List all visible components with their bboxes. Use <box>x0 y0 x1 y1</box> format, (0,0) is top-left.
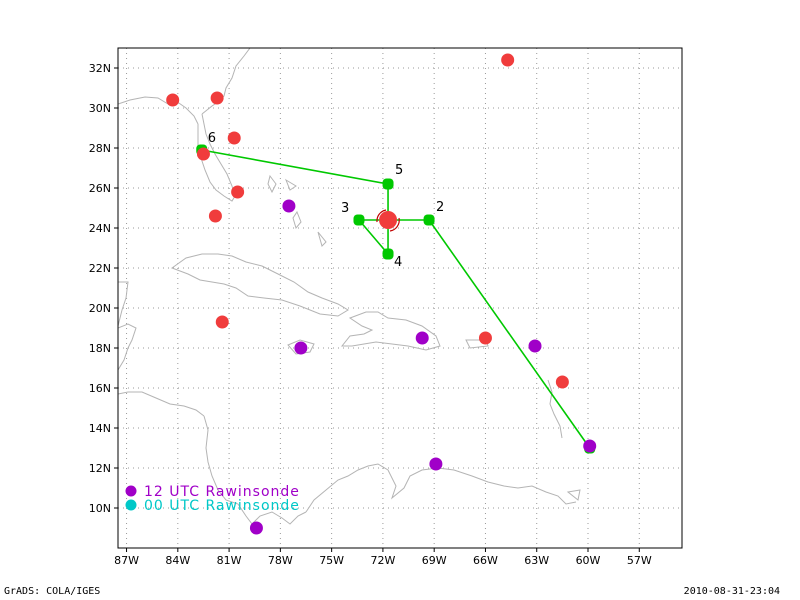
center-ring <box>389 217 400 232</box>
coast-bahamas-4 <box>317 231 327 247</box>
station-marker-12utc <box>282 199 296 213</box>
stations <box>166 53 597 535</box>
track-point-label: 5 <box>395 163 403 178</box>
track-point <box>423 214 435 226</box>
coast-jamaica <box>287 339 315 355</box>
coast-bahamas-2 <box>284 178 297 191</box>
x-tick-label: 72W <box>370 554 395 567</box>
track-lines: 2 3 4 5 6 <box>196 131 596 454</box>
coast-hispaniola <box>340 311 441 351</box>
axis-ticks: 87W 84W 81W 78W 75W 72W 69W 66W 63W 60W 57W 10N 12N 1… <box>89 62 652 567</box>
track-point-label: 2 <box>436 200 444 215</box>
x-tick-label: 78W <box>268 554 293 567</box>
x-tick-label: 84W <box>165 554 190 567</box>
coast-cuba <box>170 253 349 317</box>
x-tick-label: 57W <box>627 554 652 567</box>
legend-marker <box>125 485 137 497</box>
center-marker <box>379 211 398 229</box>
legend-label: 12 UTC Rawinsonde <box>144 484 300 500</box>
track-segment <box>201 149 389 185</box>
coast-south-america <box>305 463 577 513</box>
coast-bahamas-1 <box>267 174 277 194</box>
x-tick-label: 87W <box>114 554 139 567</box>
station-marker-red <box>501 53 515 67</box>
station-marker-red <box>227 131 241 145</box>
station-marker-red <box>210 91 224 105</box>
x-tick-label: 75W <box>319 554 344 567</box>
station-marker-12utc <box>528 339 542 353</box>
track-point-label: 4 <box>394 255 402 270</box>
plot-frame <box>117 47 683 549</box>
station-marker-red <box>208 209 222 223</box>
station-marker-12utc <box>415 331 429 345</box>
station-marker-red <box>231 185 245 199</box>
y-tick-label: 22N <box>89 262 111 275</box>
y-tick-label: 10N <box>89 502 111 515</box>
station-marker-12utc <box>429 457 443 471</box>
track-point <box>353 214 365 226</box>
coast-yucatan <box>118 323 137 371</box>
footer-timestamp: 2010-08-31-23:04 <box>683 586 780 597</box>
station-marker-red <box>166 93 180 107</box>
track-point-label: 6 <box>208 131 216 146</box>
x-tick-label: 81W <box>217 554 242 567</box>
coast-us-east <box>201 48 251 115</box>
grid-lines <box>118 48 682 548</box>
coast-nicaragua <box>203 415 253 525</box>
coast-central-america <box>118 281 129 327</box>
track-point <box>382 178 394 190</box>
y-tick-label: 28N <box>89 142 111 155</box>
x-tick-label: 63W <box>524 554 549 567</box>
y-tick-label: 20N <box>89 302 111 315</box>
y-tick-label: 14N <box>89 422 111 435</box>
coast-honduras <box>118 391 205 417</box>
station-marker-red <box>555 375 569 389</box>
coast-panama <box>251 511 307 525</box>
x-tick-label: 60W <box>576 554 601 567</box>
y-tick-label: 18N <box>89 342 111 355</box>
track-point <box>382 248 394 260</box>
x-tick-label: 69W <box>422 554 447 567</box>
station-marker-red <box>478 331 492 345</box>
coast-trinidad <box>566 489 581 501</box>
y-tick-label: 12N <box>89 462 111 475</box>
track-segment <box>358 219 389 255</box>
station-marker-red <box>196 147 210 161</box>
station-marker-12utc <box>249 521 263 535</box>
y-tick-label: 26N <box>89 182 111 195</box>
legend-label: 00 UTC Rawinsonde <box>144 498 300 514</box>
track-point-label: 3 <box>341 201 349 216</box>
legend-marker <box>125 499 137 511</box>
y-tick-label: 24N <box>89 222 111 235</box>
footer-credit: GrADS: COLA/IGES <box>4 586 101 597</box>
track-segment <box>428 219 591 449</box>
coast-bahamas-3 <box>292 210 302 230</box>
station-marker-red <box>215 315 229 329</box>
center-ring <box>376 209 387 223</box>
coast-gulf <box>118 96 199 125</box>
coast-antilles <box>547 379 563 439</box>
y-tick-label: 32N <box>89 62 111 75</box>
x-tick-label: 66W <box>473 554 498 567</box>
y-tick-label: 16N <box>89 382 111 395</box>
station-marker-12utc <box>583 439 597 453</box>
station-marker-12utc <box>294 341 308 355</box>
y-tick-label: 30N <box>89 102 111 115</box>
coastlines <box>118 48 581 525</box>
